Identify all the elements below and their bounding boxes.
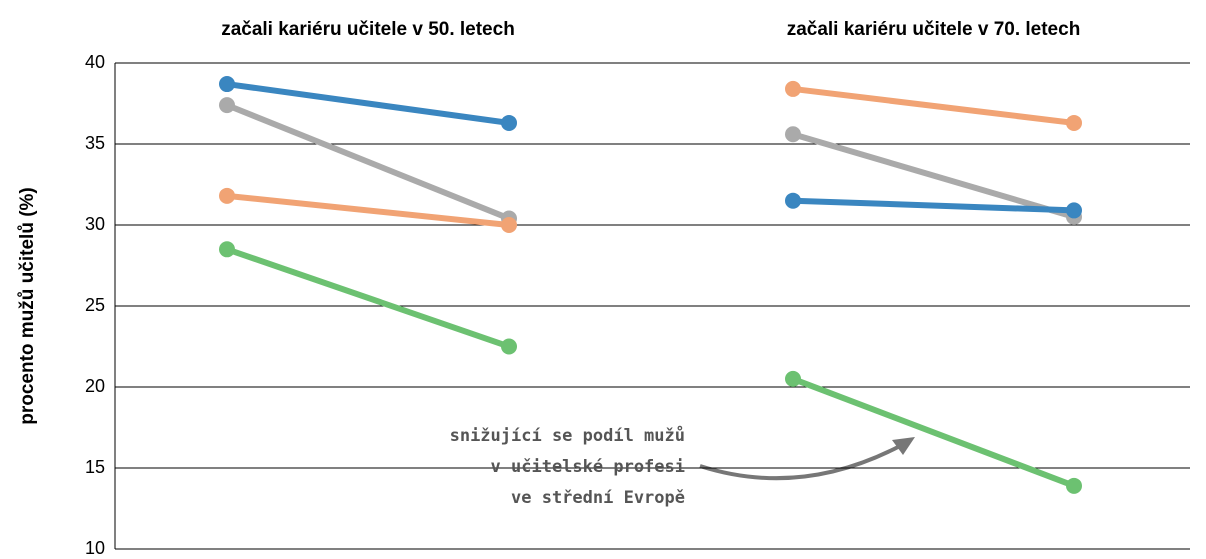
- data-point: [1066, 202, 1082, 219]
- y-axis-label: procento mužů učitelů (%): [17, 187, 38, 425]
- annotation: v učitelské profesi: [491, 457, 685, 477]
- data-point: [1066, 477, 1082, 494]
- series-line: [792, 131, 1075, 220]
- annotation-arrowhead: [892, 437, 915, 455]
- annotation: ve střední Evropě: [511, 488, 685, 508]
- y-tick-label: 30: [85, 214, 105, 234]
- series-line: [226, 81, 510, 126]
- data-point: [219, 76, 235, 93]
- series-line: [792, 85, 1075, 126]
- data-point: [1066, 114, 1082, 131]
- series-line: [226, 246, 510, 350]
- series-line: [225, 102, 511, 222]
- y-tick-label: 10: [85, 538, 105, 558]
- data-point: [785, 370, 801, 387]
- data-point: [501, 217, 517, 233]
- series-line: [792, 197, 1075, 214]
- y-tick-label: 25: [85, 295, 105, 315]
- series-line: [791, 376, 1076, 489]
- data-point: [219, 241, 235, 258]
- data-point: [501, 338, 517, 355]
- panel-title: začali kariéru učitele v 50. letech: [221, 19, 515, 40]
- y-tick-label: 35: [85, 133, 105, 153]
- data-point: [785, 192, 801, 209]
- y-tick-label: 40: [85, 52, 105, 72]
- data-point: [785, 126, 801, 143]
- data-point: [785, 80, 801, 97]
- series-line: [226, 192, 510, 228]
- annotation-arrow: [699, 444, 901, 481]
- annotation: snižující se podíl mužů: [450, 424, 685, 446]
- y-tick-label: 15: [85, 457, 105, 477]
- data-point: [219, 187, 235, 204]
- data-point: [501, 114, 517, 131]
- panel-title: začali kariéru učitele v 70. letech: [787, 19, 1081, 40]
- y-tick-label: 20: [85, 376, 105, 396]
- data-point: [219, 97, 235, 114]
